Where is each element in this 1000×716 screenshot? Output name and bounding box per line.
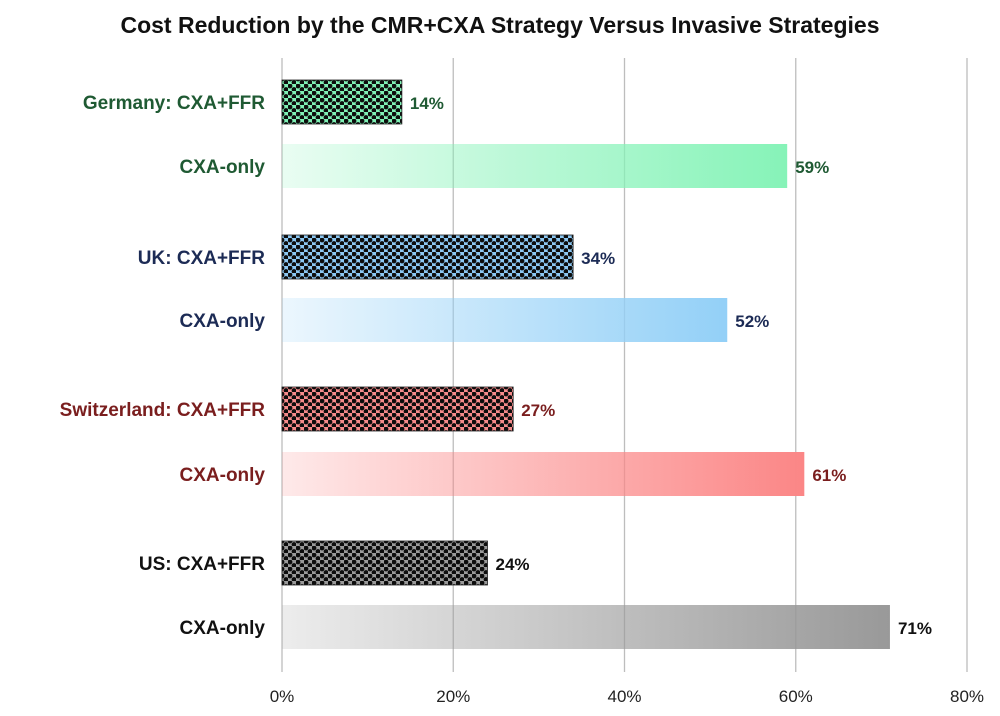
bar-cxa-only (282, 605, 890, 649)
category-label: US: CXA+FFR (139, 554, 265, 575)
bar-cxa-ffr (281, 79, 403, 125)
chart-title: Cost Reduction by the CMR+CXA Strategy V… (120, 12, 879, 38)
category-label: CXA-only (180, 311, 266, 332)
x-tick-label: 40% (607, 687, 641, 706)
bars (281, 79, 890, 649)
category-label: Germany: CXA+FFR (83, 93, 265, 114)
x-tick-label: 0% (270, 687, 295, 706)
value-label: 59% (795, 158, 829, 177)
category-label: CXA-only (180, 618, 266, 639)
bar-cxa-only (282, 144, 788, 188)
bar-cxa-ffr (281, 540, 488, 586)
bar-cxa-ffr (281, 234, 574, 280)
value-label: 61% (812, 466, 846, 485)
value-label: 34% (581, 249, 615, 268)
value-label: 24% (496, 555, 530, 574)
x-tick-label: 60% (779, 687, 813, 706)
value-label: 52% (735, 312, 769, 331)
category-label: Switzerland: CXA+FFR (60, 400, 266, 421)
value-label: 71% (898, 619, 932, 638)
bar-cxa-ffr (281, 386, 514, 432)
x-axis-ticks: 0% 20% 40% 60% 80% (270, 687, 984, 706)
value-label: 14% (410, 94, 444, 113)
category-label: CXA-only (180, 465, 266, 486)
category-label: CXA-only (180, 157, 266, 178)
value-label: 27% (521, 401, 555, 420)
category-label: UK: CXA+FFR (138, 248, 265, 269)
x-tick-label: 20% (436, 687, 470, 706)
bar-cxa-only (282, 452, 805, 496)
labels: Germany: CXA+FFR 14% CXA-only 59% UK: CXA+FF… (60, 93, 932, 639)
bar-cxa-only (282, 298, 728, 342)
x-tick-label: 80% (950, 687, 984, 706)
